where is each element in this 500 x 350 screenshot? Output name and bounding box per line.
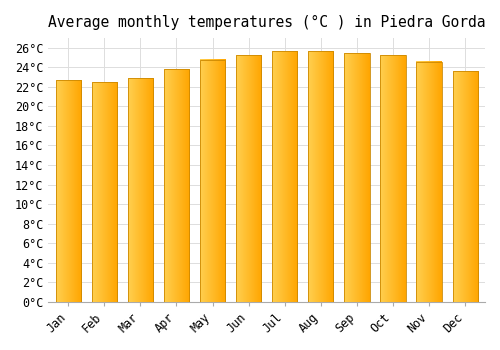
Bar [56,80,81,302]
Bar [380,55,406,302]
Bar [92,82,117,302]
Bar [416,62,442,302]
Bar [308,51,334,302]
Bar [164,69,189,302]
Bar [452,71,478,302]
Bar [236,55,262,302]
Bar [272,51,297,302]
Bar [344,53,370,302]
Bar [200,60,225,302]
Title: Average monthly temperatures (°C ) in Piedra Gorda: Average monthly temperatures (°C ) in Pi… [48,15,486,30]
Bar [128,78,153,302]
